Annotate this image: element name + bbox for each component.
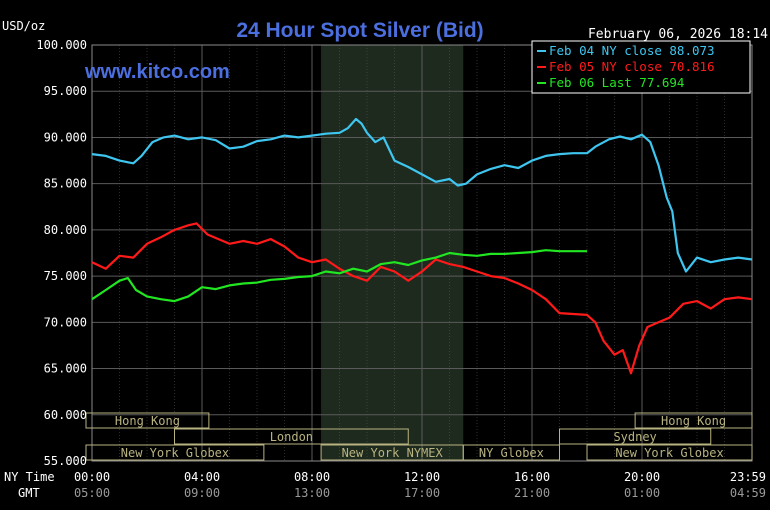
nymex-session-band — [321, 45, 464, 461]
session-label: New York Globex — [615, 446, 723, 460]
ny-time-tick: 12:00 — [404, 470, 440, 484]
gmt-tick: 17:00 — [404, 486, 440, 500]
session-label: London — [270, 430, 313, 444]
y-unit-label: USD/oz — [2, 19, 45, 33]
session-box — [462, 444, 560, 461]
session-box — [174, 428, 409, 445]
session-label: New York NYMEX — [342, 446, 444, 460]
session-label: Hong Kong — [661, 414, 726, 428]
ny-time-tick: 04:00 — [184, 470, 220, 484]
session-label: Hong Kong — [115, 414, 180, 428]
gmt-tick: 13:00 — [294, 486, 330, 500]
ny-time-tick: 23:59 — [730, 470, 766, 484]
gmt-tick: 05:00 — [74, 486, 110, 500]
series-line-2 — [91, 222, 753, 375]
session-label: New York Globex — [121, 446, 229, 460]
watermark-text: www.kitco.com — [84, 61, 230, 83]
legend-entry: Feb 06 Last 77.694 — [549, 75, 684, 90]
legend-entry: Feb 04 NY close 88.073 — [549, 43, 715, 58]
session-box — [586, 444, 753, 461]
y-tick-label: 85.000 — [44, 177, 87, 191]
gmt-tick: 09:00 — [184, 486, 220, 500]
y-tick-label: 90.000 — [44, 130, 87, 144]
legend-entry: Feb 05 NY close 70.816 — [549, 59, 715, 74]
ny-time-tick: 20:00 — [624, 470, 660, 484]
y-tick-label: 70.000 — [44, 315, 87, 329]
y-tick-label: 80.000 — [44, 223, 87, 237]
series-line-3 — [91, 249, 587, 303]
gmt-tick: 21:00 — [514, 486, 550, 500]
y-tick-label: 100.000 — [36, 38, 87, 52]
ny-time-tick: 00:00 — [74, 470, 110, 484]
gmt-tick: 01:00 — [624, 486, 660, 500]
session-box — [634, 412, 753, 429]
session-box — [85, 444, 265, 461]
y-tick-label: 65.000 — [44, 362, 87, 376]
plot-frame — [91, 44, 753, 462]
gmt-tick: 04:59 — [730, 486, 766, 500]
session-box — [559, 428, 712, 445]
gmt-label: GMT — [18, 486, 40, 500]
y-tick-label: 55.000 — [44, 454, 87, 468]
session-label: NY Globex — [479, 446, 544, 460]
price-series — [91, 117, 753, 375]
chart-title: 24 Hour Spot Silver (Bid) — [236, 19, 483, 42]
session-label: Sydney — [613, 430, 656, 444]
nymex-band — [321, 45, 464, 461]
series-line-1 — [91, 117, 753, 273]
y-tick-label: 60.000 — [44, 408, 87, 422]
session-box — [85, 412, 210, 429]
ny-time-label: NY Time — [4, 470, 55, 484]
y-axis: 55.000 60.000 65.000 70.000 75.000 80.000 85.0… — [36, 38, 87, 468]
ny-time-tick: 16:00 — [514, 470, 550, 484]
timestamp-text: February 06, 2026 18:14 — [588, 27, 768, 42]
session-bars: Hong Kong London New York Globex New York N… — [85, 412, 753, 461]
x-axis: 00:00 05:00 04:00 09:00 08:00 13:00 12:00 17:00… — [74, 470, 766, 500]
y-tick-label: 75.000 — [44, 269, 87, 283]
legend-box — [531, 40, 751, 94]
y-tick-label: 95.000 — [44, 84, 87, 98]
ny-time-tick: 08:00 — [294, 470, 330, 484]
